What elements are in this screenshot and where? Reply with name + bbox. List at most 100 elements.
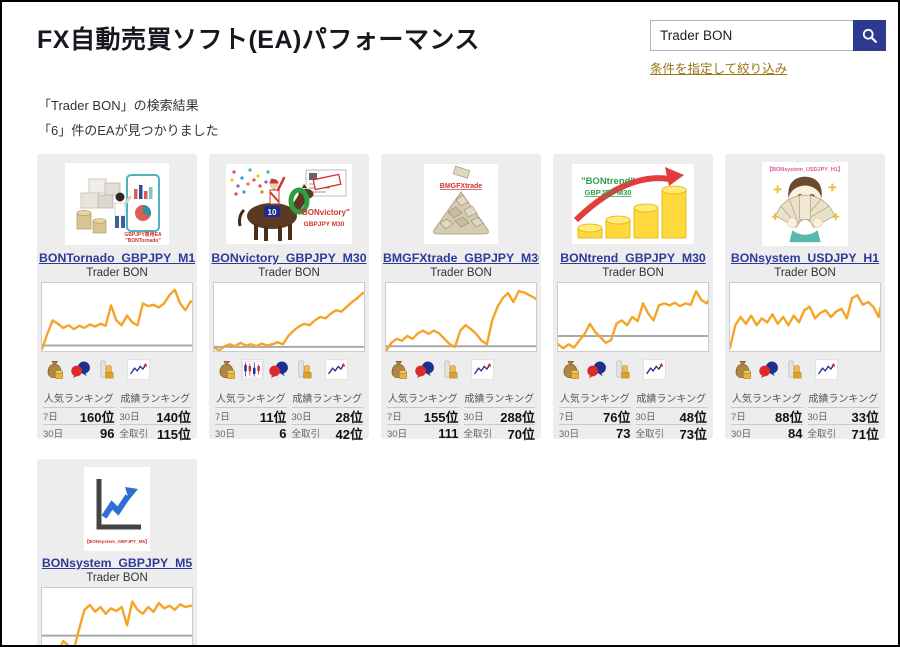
ea-thumbnail[interactable]: 【BONsystem_USDJPY_H1】 [762,162,848,246]
ea-thumbnail-illustration: BMGFXtrade [433,165,489,235]
ea-title-link[interactable]: BONsystem_USDJPY_H1 [730,251,880,265]
money-bag-icon [559,359,582,380]
character-body [789,230,821,243]
stat-label: 30日 [463,412,484,423]
thumbnail-caption: "BONtrend" [581,176,635,187]
stat-value: 115位 [157,426,191,442]
ranking-stats: 人気ランキング 7日 160位 30日 96 成績ランキング 30日 140位 全取引… [39,386,195,442]
stat-value: 140位 [156,409,191,425]
stat-header: 人気ランキング [387,394,458,405]
stat-label: 7日 [43,412,58,423]
stat-value: 6 [279,425,287,441]
stat-value: 42位 [335,426,363,442]
stat-value: 33位 [851,409,879,425]
ea-feature-icons [211,356,367,382]
search-input[interactable] [650,20,853,51]
magnifier-icon [861,27,878,44]
ea-thumbnail[interactable]: GBPJPY専用EA "BONTornado" [65,163,169,245]
search-button[interactable] [853,20,886,51]
ea-thumbnail[interactable]: "BONtrend" GBPJPY M30 [572,164,694,244]
ea-author: Trader BON [602,267,664,279]
ea-card: GBPJPY専用EA "BONTornado" BONTornado_GBPJP… [37,154,197,442]
stat-value: 288位 [500,409,535,425]
ea-title-link[interactable]: BONTornado_GBPJPY_M15 [39,251,195,265]
ea-thumbnail-illustration: 【BONsystem_GBPJPY_M5】 [84,479,150,545]
ea-thumbnail[interactable]: 【BONsystem_GBPJPY_M5】 [84,467,150,551]
stat-label: 全取引 [119,429,149,440]
stat-value: 76位 [603,409,631,425]
performance-ranking: 成績ランキング 30日 28位 全取引 42位 [291,390,363,442]
ea-author: Trader BON [430,267,492,279]
popularity-ranking: 人気ランキング 7日 155位 30日 111 [387,390,459,441]
stat-label: 全取引 [291,429,321,440]
stat-label: 7日 [731,412,746,423]
stat-label: 30日 [43,429,64,440]
gold-bars-icon [783,359,806,380]
search-result-count: 「6」件のEAが見つかりました [38,123,219,138]
line-chart-icon [325,358,348,380]
stat-header: 人気ランキング [559,394,630,405]
ea-title-link[interactable]: BONtrend_GBPJPY_M30 [560,251,706,265]
ea-author: Trader BON [86,572,148,584]
stat-label: 30日 [807,412,828,423]
ea-card: 【BONsystem_GBPJPY_M5】 BONsystem_GBPJPY_M… [37,459,197,645]
page-title: FX自動売買ソフト(EA)パフォーマンス [37,26,480,54]
ea-author: Trader BON [258,267,320,279]
ea-author: Trader BON [86,267,148,279]
stat-label: 30日 [215,429,236,440]
ea-feature-icons [383,356,539,382]
speech-bubbles-icon [69,359,92,380]
ea-feature-icons [555,356,711,382]
stat-header: 人気ランキング [43,394,114,405]
line-chart-icon [643,358,666,380]
ea-title-link[interactable]: BONvictory_GBPJPY_M30 [211,251,367,265]
money-bag-icon [43,359,66,380]
popularity-ranking: 人気ランキング 7日 11位 30日 6 [215,390,287,441]
ea-card-grid: GBPJPY専用EA "BONTornado" BONTornado_GBPJP… [37,154,885,645]
performance-sparkline [41,587,193,645]
performance-ranking: 成績ランキング 30日 288位 全取引 70位 [463,390,535,442]
ea-thumbnail[interactable]: BMGFXtrade [424,164,498,244]
ea-card: "BONtrend" GBPJPY M30 BONtrend_GBPJPY_M3… [553,154,713,442]
stat-label: 30日 [635,412,656,423]
stat-value: 155位 [423,409,459,425]
stat-value: 160位 [79,409,115,425]
ea-thumbnail-illustration: "BONtrend" GBPJPY M30 [573,167,687,239]
ea-thumbnail-illustration: 【BONsystem_USDJPY_H1】 [767,165,843,243]
stat-label: 30日 [119,412,140,423]
ea-card: 10 "BONvictory" GBPJPY M30 BONvictory_GB… [209,154,369,442]
stat-value: 28位 [335,409,363,425]
ea-thumbnail[interactable]: 10 "BONvictory" GBPJPY M30 [226,164,352,244]
performance-sparkline [385,282,537,352]
ea-title-link[interactable]: BONsystem_GBPJPY_M5 [41,556,193,570]
gold-coin-columns [577,185,687,239]
stat-value: 71位 [851,426,879,442]
filter-link[interactable]: 条件を指定して絞り込み [650,62,788,76]
ea-card: BMGFXtrade BMGFXtrade_GBPJPY_M30 Trader … [381,154,541,442]
speech-bubbles-icon [757,359,780,380]
gold-bars-icon [439,359,462,380]
stat-label: 30日 [387,429,408,440]
ranking-stats: 人気ランキング 7日 11位 30日 6 成績ランキング 30日 28位 全取引 42位 [211,386,367,442]
stat-header: 人気ランキング [731,394,802,405]
thumbnail-caption: "BONvictory" [298,208,350,217]
money-fan [775,194,835,228]
candlestick-chart-icon [241,358,264,380]
popularity-ranking: 人気ランキング 7日 76位 30日 73 [559,390,631,441]
stat-value: 70位 [507,426,535,442]
performance-sparkline [557,282,709,352]
thumbnail-caption: "BONTornado" [125,238,161,244]
stat-header: 成績ランキング [464,394,535,405]
ea-title-link[interactable]: BMGFXtrade_GBPJPY_M30 [383,251,539,265]
stat-header: 成績ランキング [808,394,879,405]
stat-label: 30日 [559,429,580,440]
popularity-ranking: 人気ランキング 7日 160位 30日 96 [43,390,115,441]
saddle-cloth [264,206,280,217]
ranking-stats: 人気ランキング 7日 155位 30日 111 成績ランキング 30日 288位 全取… [383,386,539,442]
saddle-number: 10 [268,208,277,217]
popularity-ranking: 人気ランキング 7日 88位 30日 84 [731,390,803,441]
speech-bubbles-icon [585,359,608,380]
victory-wreath [288,187,310,215]
stat-label: 30日 [291,412,312,423]
